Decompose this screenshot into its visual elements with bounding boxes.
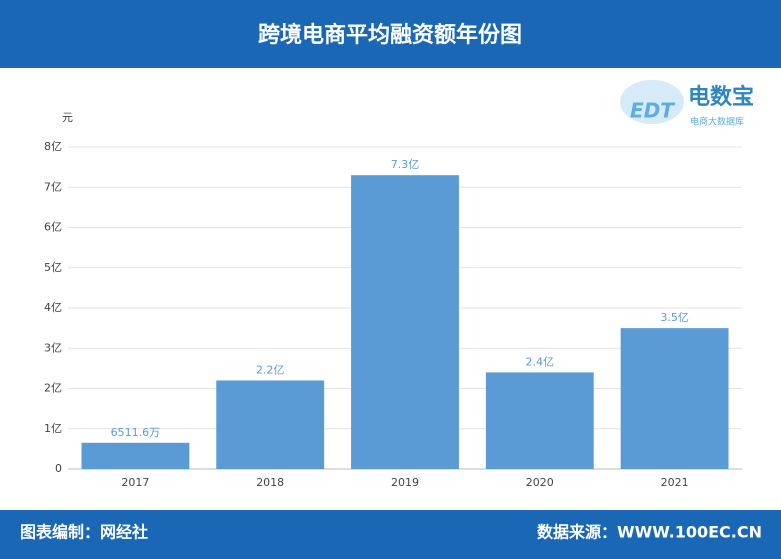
logo-name: 电数宝 [688,84,754,110]
logo: EDT 电数宝 电商大数据库 [620,80,754,128]
y-axis-label: 元 [62,111,73,124]
footer-bar [0,510,781,559]
y-tick-label: 2亿 [44,382,62,395]
header-bar [0,0,781,68]
y-tick-label: 7亿 [44,180,62,193]
bar [81,442,190,469]
y-tick-label: 0 [55,462,62,475]
bar [216,380,325,469]
x-tick-label: 2017 [121,476,149,489]
x-tick-label: 2021 [661,476,689,489]
bar [351,175,459,470]
footer-left: 图表编制：网经社 [20,523,148,542]
x-tick-label: 2019 [391,476,419,489]
logo-cloud [620,80,684,124]
x-tick-label: 2020 [526,476,554,489]
y-tick-label: 8亿 [44,140,62,153]
y-tick-label: 5亿 [44,261,62,274]
y-tick-label: 4亿 [44,301,62,314]
y-tick-label: 1亿 [44,422,62,435]
bar [485,372,594,469]
data-label: 2.2亿 [256,363,285,376]
data-label: 3.5亿 [660,311,689,324]
data-label: 2.4亿 [526,355,555,368]
footer-right: 数据来源：WWW.100EC.CN [537,523,762,542]
bar [620,328,729,469]
y-tick-label: 3亿 [44,341,62,354]
chart-title: 跨境电商平均融资额年份图 [258,22,522,48]
logo-subtitle: 电商大数据库 [690,116,744,128]
y-tick-label: 6亿 [44,221,62,234]
data-label: 6511.6万 [111,426,161,439]
data-label: 7.3亿 [391,158,420,171]
logo-mark: EDT [630,99,675,123]
x-tick-label: 2018 [256,476,284,489]
